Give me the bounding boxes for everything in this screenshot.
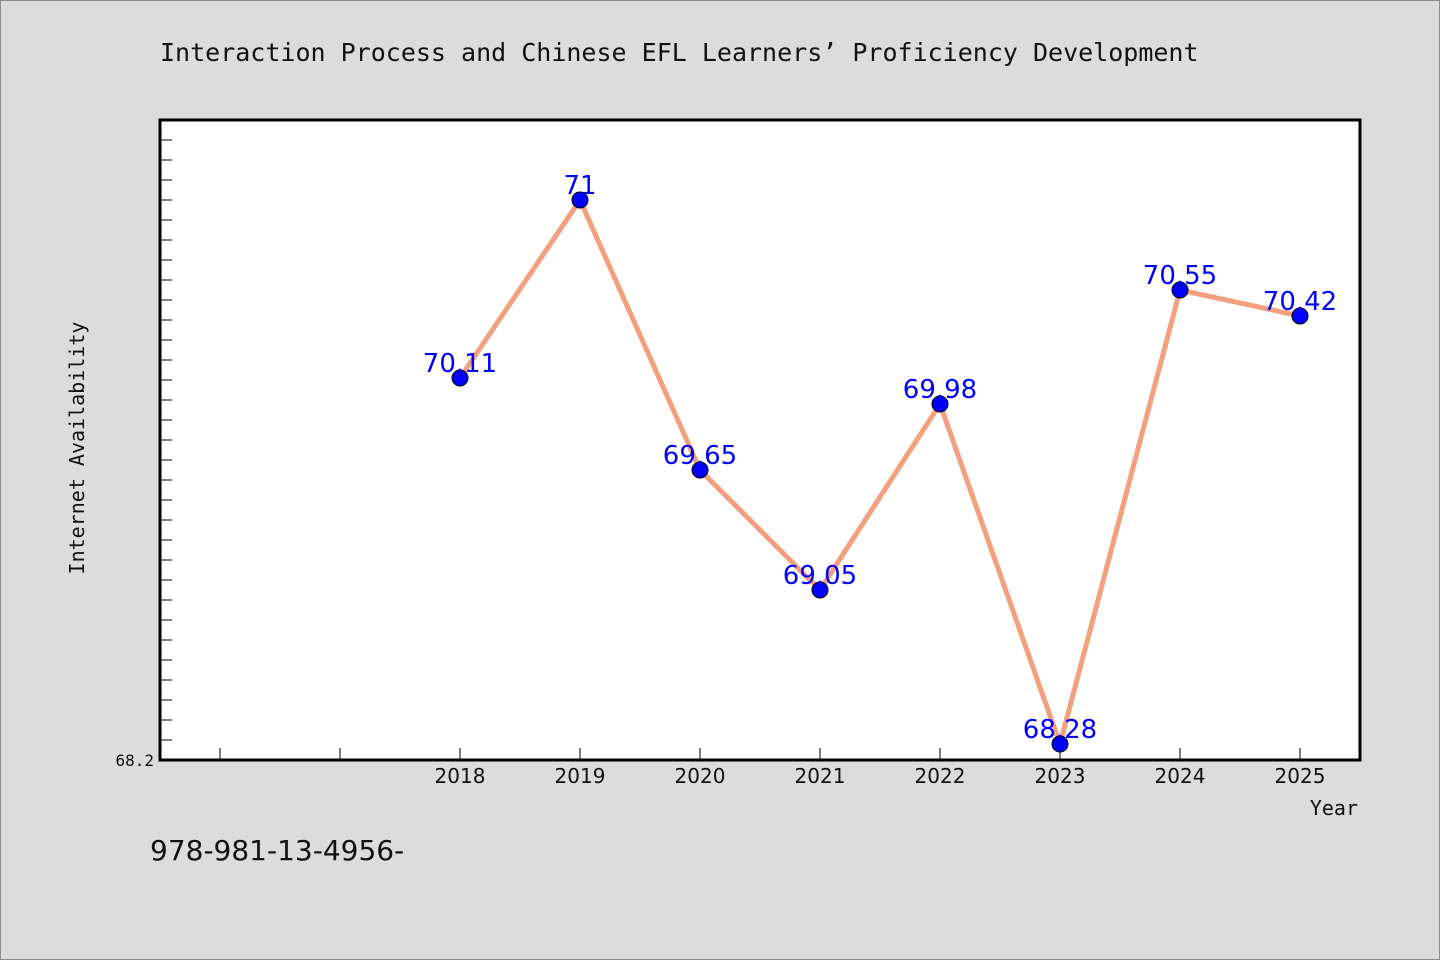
data-point — [691, 461, 709, 479]
data-label: 70.42 — [1263, 287, 1337, 317]
data-point — [1171, 281, 1189, 299]
data-label: 70.11 — [423, 349, 497, 379]
data-label: 71 — [563, 171, 596, 201]
x-axis-ticks — [219, 748, 1301, 760]
footer-isbn-text: 978-981-13-4956- — [150, 834, 405, 867]
data-point — [451, 369, 469, 387]
x-axis-tick-labels: 2018 2019 2020 2021 2022 2023 2024 2025 — [435, 764, 1326, 788]
data-point — [571, 191, 589, 209]
data-markers — [451, 191, 1309, 753]
data-label: 69.05 — [783, 561, 857, 591]
x-tick-label: 2018 — [435, 764, 486, 788]
y-tick-label: 68.2 — [115, 751, 154, 770]
x-tick-label: 2021 — [795, 764, 846, 788]
data-point — [1291, 307, 1309, 325]
chart-title: Interaction Process and Chinese EFL Lear… — [160, 38, 1199, 67]
data-label: 69.65 — [663, 441, 737, 471]
x-tick-label: 2020 — [675, 764, 726, 788]
plot-area — [158, 118, 1362, 762]
x-tick-label: 2023 — [1035, 764, 1086, 788]
data-labels: 70.11 71 69.65 69.05 69.98 68.28 70.55 70.42 — [423, 171, 1337, 745]
x-axis-label: Year — [1309, 796, 1358, 820]
data-point — [811, 581, 829, 599]
data-point — [931, 395, 949, 413]
x-tick-label: 2019 — [555, 764, 606, 788]
x-tick-label: 2022 — [915, 764, 966, 788]
x-tick-label: 2025 — [1275, 764, 1326, 788]
x-tick-label: 2024 — [1155, 764, 1206, 788]
data-point — [1051, 735, 1069, 753]
y-axis-tick-labels: 68.2 — [115, 751, 154, 770]
data-label: 68.28 — [1023, 715, 1097, 745]
data-label: 69.98 — [903, 375, 977, 405]
y-axis-ticks — [160, 139, 172, 761]
data-label: 70.55 — [1143, 261, 1217, 291]
series-line — [457, 197, 1301, 747]
